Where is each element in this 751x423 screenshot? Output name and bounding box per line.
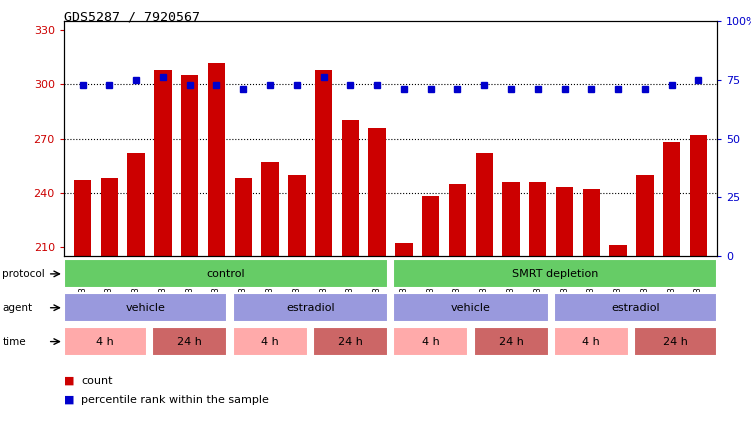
Bar xyxy=(288,175,306,423)
Text: 24 h: 24 h xyxy=(177,337,202,346)
Bar xyxy=(313,327,388,356)
Bar xyxy=(689,135,707,423)
Text: percentile rank within the sample: percentile rank within the sample xyxy=(81,395,269,405)
Text: estradiol: estradiol xyxy=(611,303,660,313)
Bar xyxy=(208,63,225,423)
Bar xyxy=(663,142,680,423)
Bar xyxy=(502,182,520,423)
Text: count: count xyxy=(81,376,113,386)
Bar xyxy=(369,128,386,423)
Text: agent: agent xyxy=(2,303,32,313)
Text: vehicle: vehicle xyxy=(125,303,165,313)
Bar xyxy=(634,327,717,356)
Text: SMRT depletion: SMRT depletion xyxy=(512,269,599,279)
Text: 4 h: 4 h xyxy=(96,337,114,346)
Bar xyxy=(261,162,279,423)
Bar xyxy=(475,153,493,423)
Bar xyxy=(583,189,600,423)
Bar xyxy=(315,70,332,423)
Bar xyxy=(152,327,228,356)
Bar xyxy=(609,245,627,423)
Text: 4 h: 4 h xyxy=(422,337,439,346)
Bar xyxy=(101,178,118,423)
Bar xyxy=(342,121,359,423)
Text: ■: ■ xyxy=(64,395,74,405)
Bar xyxy=(64,327,147,356)
Text: time: time xyxy=(2,337,26,347)
Text: vehicle: vehicle xyxy=(451,303,491,313)
Bar xyxy=(233,327,307,356)
Bar xyxy=(64,293,228,322)
Bar xyxy=(128,153,145,423)
Bar xyxy=(636,175,653,423)
Text: estradiol: estradiol xyxy=(286,303,334,313)
Bar xyxy=(181,75,198,423)
Bar xyxy=(395,243,412,423)
Text: 24 h: 24 h xyxy=(338,337,363,346)
Text: ■: ■ xyxy=(64,376,74,386)
Bar xyxy=(529,182,547,423)
Bar xyxy=(554,293,717,322)
Bar xyxy=(554,327,629,356)
Bar xyxy=(234,178,252,423)
Text: GDS5287 / 7920567: GDS5287 / 7920567 xyxy=(64,11,200,24)
Bar xyxy=(64,259,388,288)
Bar xyxy=(556,187,573,423)
Bar xyxy=(394,293,548,322)
Text: protocol: protocol xyxy=(2,269,45,279)
Text: 24 h: 24 h xyxy=(499,337,523,346)
Text: control: control xyxy=(207,269,245,279)
Bar xyxy=(154,70,172,423)
Bar xyxy=(233,293,388,322)
Bar xyxy=(474,327,548,356)
Bar xyxy=(422,196,439,423)
Bar xyxy=(394,327,468,356)
Bar xyxy=(394,259,717,288)
Text: 4 h: 4 h xyxy=(261,337,279,346)
Bar xyxy=(449,184,466,423)
Text: 24 h: 24 h xyxy=(663,337,688,346)
Text: 4 h: 4 h xyxy=(583,337,600,346)
Bar xyxy=(74,180,92,423)
